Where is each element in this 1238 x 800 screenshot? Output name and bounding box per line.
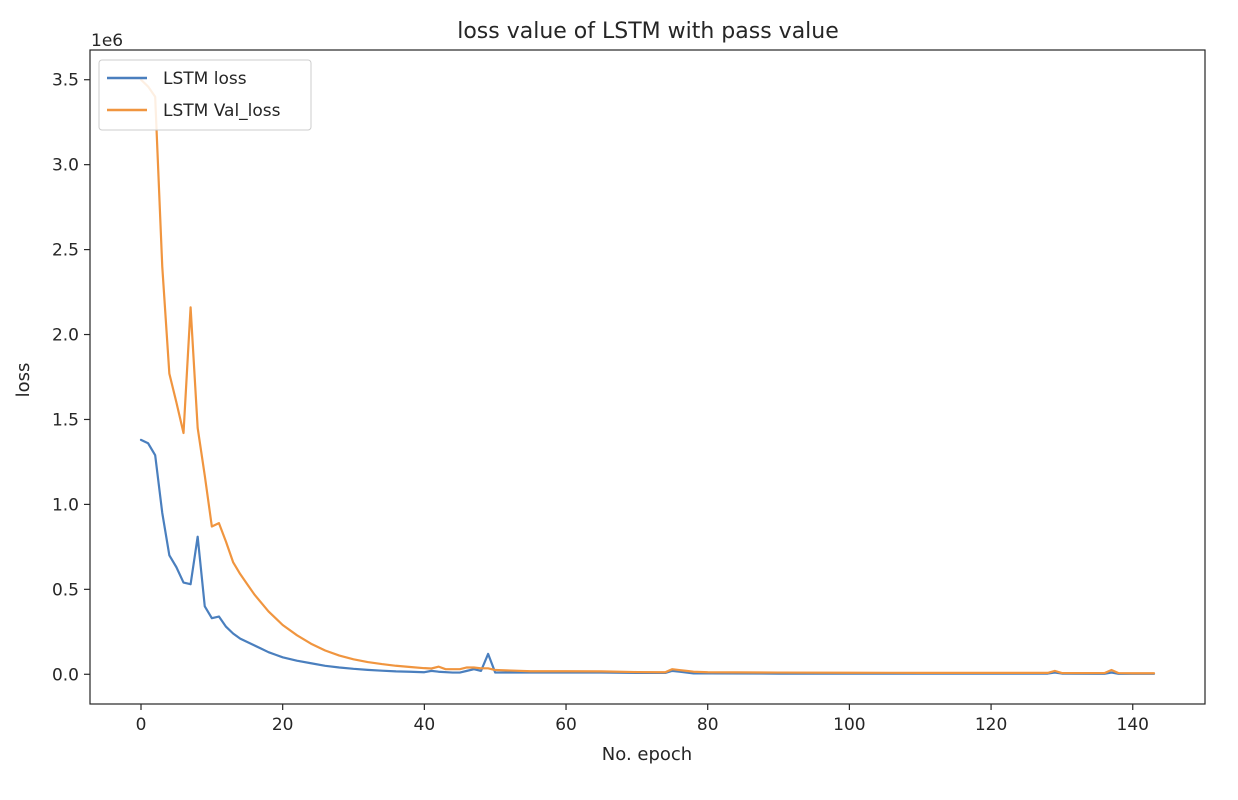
y-axis-label: loss [13, 363, 34, 398]
series-line-lstm-loss [139, 438, 1156, 675]
x-tick-label: 120 [975, 715, 1007, 735]
y-tick-label: 2.5 [52, 241, 79, 261]
y-tick-label: 3.0 [52, 156, 79, 176]
legend-label: LSTM Val_loss [163, 101, 281, 121]
x-tick-label: 100 [833, 715, 865, 735]
y-offset-text: 1e6 [91, 31, 123, 51]
plot-frame [89, 49, 1206, 705]
series-line-lstm-val-loss [139, 78, 1156, 675]
y-axis: 0.0 0.5 1.0 1.5 2.0 2.5 3.0 3.5 [52, 71, 90, 685]
y-tick-label: 0.5 [52, 580, 79, 600]
legend-label: LSTM loss [163, 69, 247, 89]
y-tick-label: 1.5 [52, 410, 79, 430]
y-tick-label: 0.0 [52, 665, 79, 685]
series-layer [139, 78, 1156, 675]
y-tick-label: 1.0 [52, 495, 79, 515]
x-tick-label: 20 [272, 715, 294, 735]
x-tick-label: 80 [697, 715, 719, 735]
x-axis: 0 20 40 60 80 100 120 140 [136, 704, 1149, 735]
x-tick-label: 40 [414, 715, 436, 735]
x-tick-label: 0 [136, 715, 147, 735]
y-tick-label: 3.5 [52, 71, 79, 91]
x-tick-label: 140 [1117, 715, 1149, 735]
x-tick-label: 60 [555, 715, 577, 735]
x-axis-label: No. epoch [602, 744, 692, 765]
chart-title: loss value of LSTM with pass value [457, 19, 839, 44]
y-tick-label: 2.0 [52, 326, 79, 346]
legend: LSTM loss LSTM Val_loss [98, 59, 312, 131]
legend-box [98, 59, 312, 131]
